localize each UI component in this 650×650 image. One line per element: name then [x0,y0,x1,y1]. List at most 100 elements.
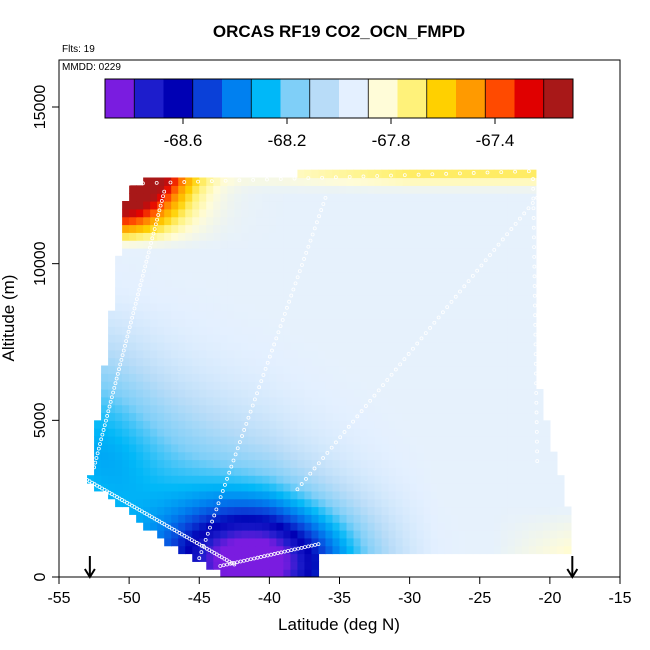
heatmap-cell [486,530,495,539]
heatmap-cell [269,255,277,265]
heatmap-cell [178,420,186,429]
heatmap-cell [241,498,249,508]
observation-point [543,185,548,190]
heatmap-cell [269,475,277,484]
heatmap-cell [423,428,432,437]
heatmap-cell [360,208,369,218]
heatmap-cell [346,530,355,539]
heatmap-cell [318,287,327,296]
heatmap-cell [129,342,137,351]
heatmap-cell [297,357,306,367]
heatmap-cell [325,240,334,249]
heatmap-cell [388,483,397,492]
heatmap-cell [486,459,495,468]
heatmap-cell [192,506,200,515]
heatmap-cell [374,295,383,304]
heatmap-cell [304,342,313,351]
heatmap-cell [528,302,537,312]
heatmap-cell [206,208,214,218]
heatmap-cell [262,475,270,484]
heatmap-cell [423,436,432,445]
heatmap-cell [465,177,474,186]
heatmap-cell [122,208,130,218]
heatmap-cell [353,506,362,515]
observation-points [85,169,552,568]
observation-point [145,255,150,259]
heatmap-cell [108,490,116,500]
heatmap-cell [178,467,186,476]
heatmap-cell [451,326,460,335]
heatmap-cell [486,349,495,359]
heatmap-cell [472,287,481,296]
heatmap-cell [507,483,516,492]
heatmap-cell [248,436,256,445]
heatmap-cell [269,216,277,226]
heatmap-cell [297,255,306,265]
heatmap-cell [115,389,123,398]
heatmap-cell [192,248,200,257]
heatmap-cell [269,569,277,577]
heatmap-cell [332,232,341,241]
heatmap-cell [206,490,214,500]
heatmap-cell [227,420,235,429]
flights-label: Flts: 19 [62,44,95,55]
heatmap-cell [507,279,516,288]
heatmap-cell [521,451,530,461]
heatmap-cell [465,208,474,218]
heatmap-cell [178,451,186,461]
heatmap-cell [325,193,334,202]
heatmap-cell [346,216,355,226]
heatmap-cell [304,279,313,288]
observation-point [411,346,415,351]
heatmap-cell [136,506,144,515]
heatmap-cell [143,287,151,296]
heatmap-cell [528,185,537,194]
observation-point [282,549,287,554]
heatmap-cell [262,349,270,359]
heatmap-cell [143,240,151,249]
observation-point [252,556,257,561]
heatmap-cell [290,373,299,382]
heatmap-cell [542,428,551,437]
heatmap-cell [164,483,172,492]
heatmap-cell [542,483,551,492]
heatmap-cell [157,436,165,445]
heatmap-cell [276,279,284,288]
heatmap-cell [444,334,453,343]
heatmap-cell [199,537,207,547]
heatmap-cell [276,318,284,327]
observation-point [534,371,538,376]
observation-point [133,301,138,306]
heatmap-cell [381,255,390,265]
heatmap-cell [269,459,277,468]
heatmap-cell [437,537,446,547]
heatmap-cell [521,506,530,515]
heatmap-cell [500,255,509,265]
observation-point [534,381,538,386]
heatmap-cell [339,349,348,359]
heatmap-cell [402,334,411,343]
heatmap-cell [360,389,369,398]
heatmap-cell [458,255,467,265]
heatmap-cell [192,389,200,398]
heatmap-cell [115,404,123,414]
heatmap-cell [262,436,270,445]
heatmap-cell [262,224,270,233]
heatmap-cell [521,537,530,547]
heatmap-cell [318,310,327,320]
heatmap-cell [262,553,270,562]
heatmap-cell [493,310,502,320]
heatmap-cell [290,193,299,202]
heatmap-cell [542,545,551,555]
heatmap-cell [416,216,425,226]
heatmap-cell [437,373,446,382]
heatmap-cell [416,255,425,265]
heatmap-cell [395,295,404,304]
heatmap-cell [507,177,516,186]
heatmap-cell [213,349,221,359]
observation-point [436,315,441,320]
observation-point [150,236,155,241]
heatmap-cell [514,349,523,359]
heatmap-cell [430,169,439,179]
heatmap-cell [318,334,327,343]
